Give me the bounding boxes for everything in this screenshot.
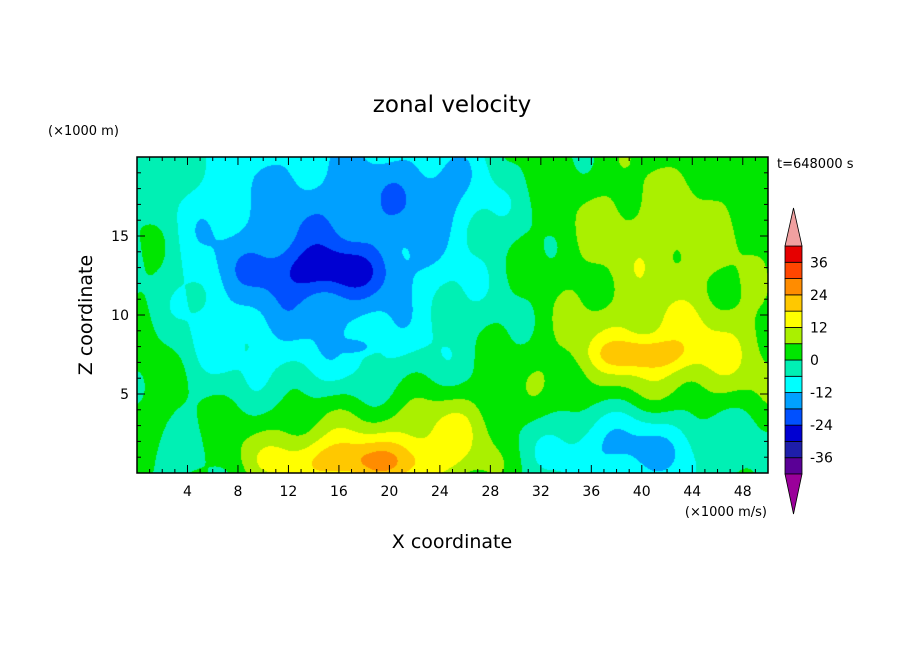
colorbar-max-arrow: [784, 207, 803, 247]
x-tick-label: 8: [233, 484, 242, 500]
x-tick-label: 4: [183, 484, 192, 500]
colorbar-swatch: [784, 294, 803, 312]
x-tick-label: 24: [431, 484, 449, 500]
colorbar-tick-label: -36: [810, 451, 833, 467]
colorbar-swatch: [784, 343, 803, 361]
colorbar: -36 -24 -12 0 12 24 36: [784, 207, 833, 515]
colorbar-swatch: [784, 424, 803, 442]
colorbar-tick-label: 24: [810, 288, 828, 304]
colorbar-swatch: [784, 327, 803, 345]
y-tick-label: 15: [111, 229, 129, 245]
colorbar-swatch: [784, 408, 803, 426]
colorbar-swatch: [784, 359, 803, 377]
y-axis-label: Z coordinate: [75, 255, 97, 375]
x-tick-label: 48: [734, 484, 752, 500]
colorbar-swatch: [784, 392, 803, 410]
time-label: t=648000 s: [777, 157, 854, 172]
colorbar-swatch: [784, 261, 803, 279]
colorbar-tick-label: 0: [810, 353, 819, 369]
x-tick-label: 16: [330, 484, 348, 500]
x-unit-label: (×1000 m/s): [685, 505, 767, 520]
contour-field-image: [137, 157, 768, 473]
x-axis-ticks: 4 8 12 16 20 24 28 32 36 40 44 48: [149, 157, 756, 500]
colorbar-swatch: [784, 441, 803, 459]
colorbar-tick-label: -24: [810, 418, 833, 434]
chart-title: zonal velocity: [373, 92, 531, 118]
colorbar-swatch: [784, 375, 803, 393]
contour-field: [137, 157, 768, 473]
x-tick-label: 36: [582, 484, 600, 500]
y-tick-label: 10: [111, 308, 129, 324]
colorbar-tick-label: -12: [810, 386, 833, 402]
colorbar-swatch: [784, 278, 803, 296]
x-tick-label: 12: [280, 484, 298, 500]
y-axis-ticks: 5 10 15: [111, 172, 768, 458]
colorbar-swatch: [784, 457, 803, 475]
x-tick-label: 40: [633, 484, 651, 500]
colorbar-tick-label: 36: [810, 255, 828, 271]
colorbar-min-arrow: [784, 473, 803, 515]
y-tick-label: 5: [120, 387, 129, 403]
x-tick-label: 32: [532, 484, 550, 500]
x-tick-label: 44: [683, 484, 701, 500]
x-axis-label: X coordinate: [392, 531, 512, 553]
y-unit-label: (×1000 m): [48, 124, 119, 139]
colorbar-swatch: [784, 245, 803, 263]
x-tick-label: 20: [380, 484, 398, 500]
colorbar-tick-label: 12: [810, 320, 828, 336]
x-tick-label: 28: [481, 484, 499, 500]
colorbar-swatch: [784, 310, 803, 328]
